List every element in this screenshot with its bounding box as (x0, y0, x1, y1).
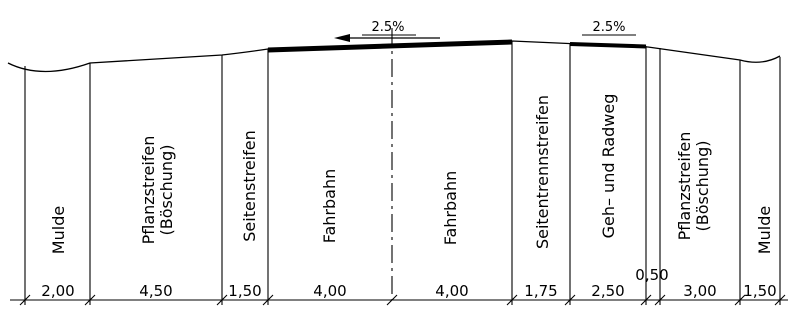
dim-pflanzstreifen-left: 4,50 (139, 282, 172, 300)
label-pflanzstreifen-right: Pflanzstreifen (675, 132, 694, 241)
dim-seitenstreifen: 1,50 (228, 282, 261, 300)
dim-fahrbahn-left: 4,00 (313, 282, 346, 300)
label-boeschung-right: (Böschung) (693, 141, 712, 232)
label-fahrbahn-right: Fahrbahn (441, 171, 460, 246)
dim-seitentrennstreifen: 1,75 (524, 282, 557, 300)
dim-fahrbahn-right: 4,00 (435, 282, 468, 300)
label-fahrbahn-left: Fahrbahn (320, 169, 339, 244)
label-seitentrennstreifen: Seitentrennstreifen (533, 95, 552, 249)
dim-gap: 0,50 (635, 266, 668, 284)
dim-geh-und-radweg: 2,50 (591, 282, 624, 300)
dim-pflanzstreifen-right: 3,00 (683, 282, 716, 300)
surface-profile (7, 40, 781, 73)
dim-mulde-right: 1,50 (743, 282, 776, 300)
dim-mulde-left: 2,00 (41, 282, 74, 300)
slope-label-carriageway: 2.5% (371, 20, 404, 35)
label-mulde-left: Mulde (49, 206, 68, 254)
dimension-ticks (19, 294, 786, 306)
slope-arrow-head (334, 34, 350, 42)
carriageway-surface (267, 39, 513, 53)
section-boundaries (24, 41, 781, 305)
label-pflanzstreifen-left: Pflanzstreifen (139, 136, 158, 245)
label-seitenstreifen: Seitenstreifen (240, 130, 259, 241)
slope-label-footpath: 2.5% (592, 20, 625, 35)
label-boeschung-left: (Böschung) (157, 145, 176, 236)
footpath-surface (569, 42, 647, 49)
label-geh-und-radweg: Geh– und Radweg (599, 94, 618, 239)
label-mulde-right: Mulde (755, 206, 774, 254)
